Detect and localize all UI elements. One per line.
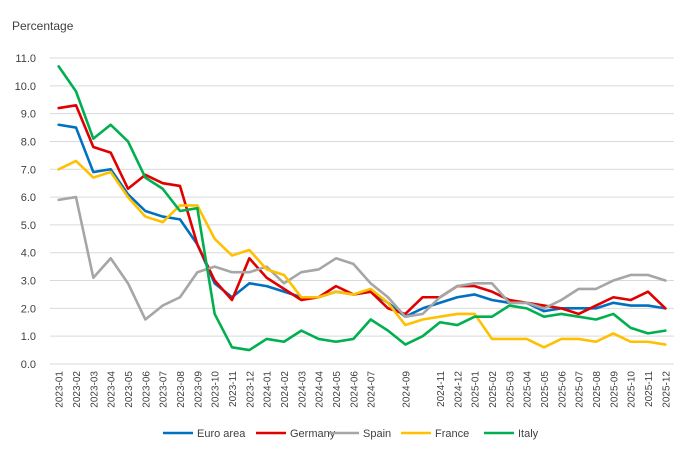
y-tick-label: 4.0	[21, 248, 36, 260]
x-tick-label: 2024-07	[367, 371, 378, 408]
y-axis-ticks: 0.0 1.0 2.0 3.0 4.0 5.0 6.0 7.0 8.0 9.0 10.0 11.0	[15, 53, 36, 371]
x-tick-label: 2025-02	[488, 371, 499, 408]
y-tick-label: 9.0	[21, 109, 36, 121]
y-tick-label: 10.0	[15, 81, 36, 93]
x-tick-label: 2025-06	[557, 371, 568, 408]
x-tick-label: 2023-04	[107, 371, 118, 408]
x-tick-label: 2024-02	[280, 371, 291, 408]
x-axis-ticks: 2023-01 2023-02 2023-03 2023-04 2023-05 2023-…	[55, 371, 673, 408]
x-tick-label: 2023-01	[55, 371, 66, 408]
y-tick-label: 3.0	[21, 276, 36, 288]
x-tick-label: 2025-12	[661, 371, 672, 408]
x-tick-label: 2024-03	[297, 371, 308, 408]
y-tick-label: 11.0	[15, 53, 36, 65]
x-tick-label: 2024-01	[263, 371, 274, 408]
gridlines	[50, 57, 674, 365]
x-tick-label: 2024-09	[401, 371, 412, 408]
legend: Euro area Germany Spain France Italy	[163, 428, 539, 440]
x-tick-label: 2023-03	[89, 371, 100, 408]
x-tick-label: 2024-04	[315, 371, 326, 408]
x-tick-label: 2023-10	[211, 371, 222, 408]
series-line-italy	[57, 65, 667, 352]
x-tick-label: 2025-10	[627, 371, 638, 408]
x-tick-label: 2025-07	[575, 371, 586, 408]
x-tick-label: 2023-08	[176, 371, 187, 408]
x-tick-label: 2025-03	[505, 371, 516, 408]
x-tick-label: 2025-01	[471, 371, 482, 408]
y-tick-label: 0.0	[21, 359, 36, 371]
legend-label-euro-area: Euro area	[197, 428, 246, 440]
y-tick-label: 1.0	[21, 331, 36, 343]
x-tick-label: 2024-05	[332, 371, 343, 408]
legend-label-italy: Italy	[518, 428, 539, 440]
x-tick-label: 2024-06	[349, 371, 360, 408]
x-tick-label: 2023-07	[159, 371, 170, 408]
series-lines	[57, 65, 667, 352]
series-line-germany	[57, 103, 667, 316]
x-tick-label: 2025-11	[644, 371, 655, 407]
series-line-spain	[57, 195, 667, 321]
y-tick-label: 7.0	[21, 164, 36, 176]
x-tick-label: 2025-04	[523, 371, 534, 408]
y-tick-label: 2.0	[21, 303, 36, 315]
x-tick-label: 2023-05	[124, 371, 135, 408]
legend-label-france: France	[435, 428, 469, 440]
series-line-euro-area	[57, 123, 667, 319]
y-tick-label: 5.0	[21, 220, 36, 232]
x-tick-label: 2024-12	[453, 371, 464, 408]
x-tick-label: 2025-09	[609, 371, 620, 408]
legend-label-spain: Spain	[363, 428, 391, 440]
x-tick-label: 2025-08	[592, 371, 603, 408]
x-tick-label: 2024-11	[436, 371, 447, 407]
x-tick-label: 2023-12	[245, 371, 256, 408]
x-tick-label: 2023-06	[141, 371, 152, 408]
x-tick-label: 2023-11	[228, 371, 239, 407]
x-tick-label: 2023-02	[72, 371, 83, 408]
y-tick-label: 6.0	[21, 192, 36, 204]
legend-label-germany: Germany	[290, 428, 336, 440]
x-tick-label: 2023-09	[193, 371, 204, 408]
y-tick-label: 8.0	[21, 136, 36, 148]
series-line-france	[57, 159, 667, 349]
y-axis-label: Percentage	[12, 19, 74, 33]
x-tick-label: 2025-05	[540, 371, 551, 408]
